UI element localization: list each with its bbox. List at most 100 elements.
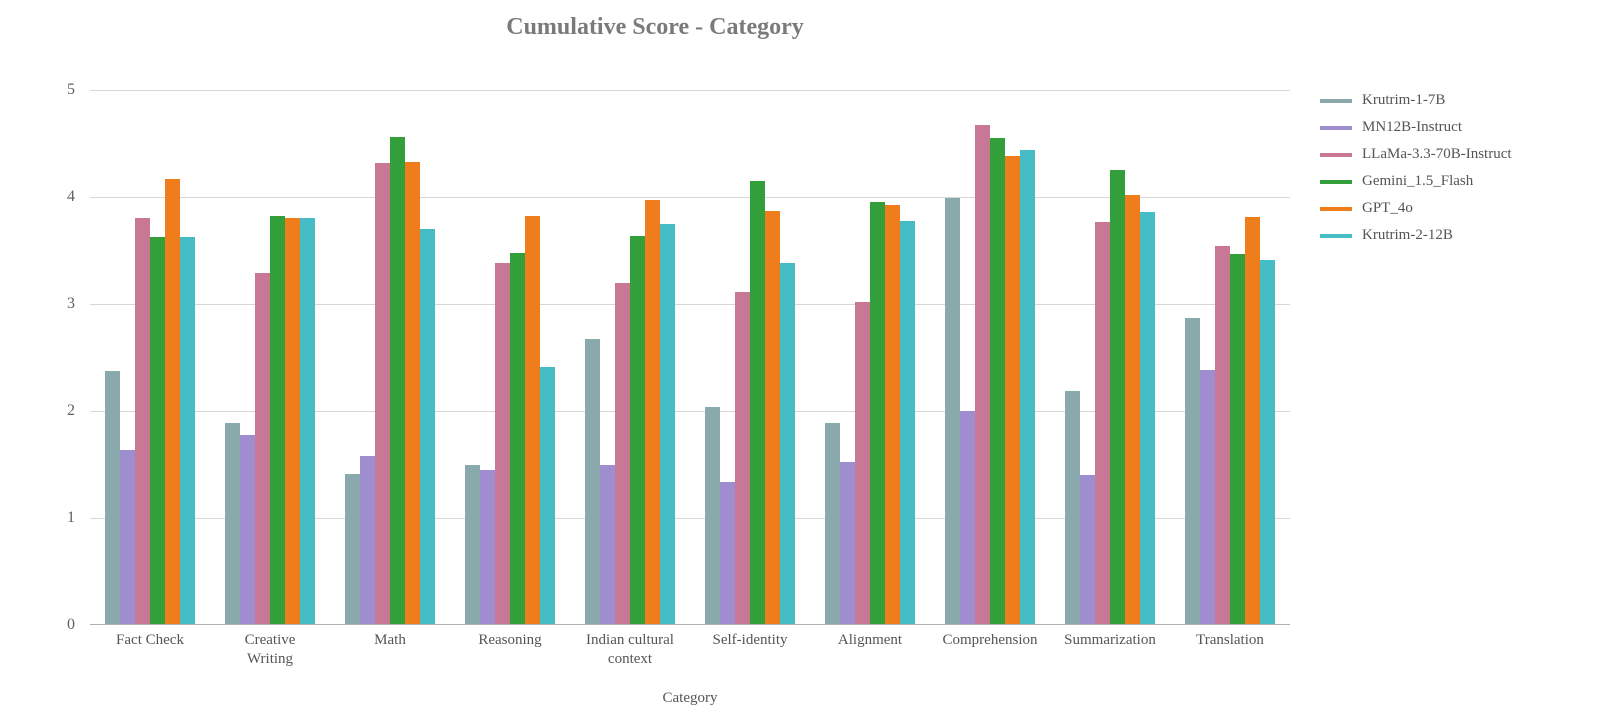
legend-item: MN12B-Instruct xyxy=(1320,119,1512,136)
legend-swatch xyxy=(1320,234,1352,238)
bar xyxy=(540,367,555,625)
bar xyxy=(585,339,600,625)
legend-label: Krutrim-2-12B xyxy=(1362,227,1453,244)
x-tick-label: Math xyxy=(330,631,450,650)
bar xyxy=(225,423,240,625)
y-tick-label: 0 xyxy=(35,616,75,634)
bar xyxy=(510,253,525,625)
bar xyxy=(420,229,435,625)
y-tick-label: 1 xyxy=(35,509,75,527)
bar xyxy=(840,462,855,625)
bar xyxy=(855,302,870,625)
bar xyxy=(1125,195,1140,625)
bar xyxy=(300,218,315,625)
legend-item: Gemini_1.5_Flash xyxy=(1320,173,1512,190)
legend-item: LLaMa-3.3-70B-Instruct xyxy=(1320,146,1512,163)
bar xyxy=(390,137,405,625)
x-tick-label: CreativeWriting xyxy=(210,631,330,669)
bar xyxy=(270,216,285,625)
bar xyxy=(525,216,540,625)
x-axis-label: Category xyxy=(90,690,1290,707)
bar xyxy=(240,435,255,625)
legend-label: LLaMa-3.3-70B-Instruct xyxy=(1362,146,1512,163)
bar xyxy=(1020,150,1035,625)
x-tick-label: Fact Check xyxy=(90,631,210,650)
bar xyxy=(615,283,630,625)
x-tick-label: Reasoning xyxy=(450,631,570,650)
bar xyxy=(735,292,750,625)
legend-label: Gemini_1.5_Flash xyxy=(1362,173,1473,190)
bar xyxy=(1215,246,1230,625)
legend-label: MN12B-Instruct xyxy=(1362,119,1462,136)
legend-swatch xyxy=(1320,207,1352,211)
bar xyxy=(1200,370,1215,625)
bar xyxy=(630,236,645,625)
y-tick-label: 4 xyxy=(35,188,75,206)
bar xyxy=(885,205,900,626)
bar xyxy=(255,273,270,625)
bar xyxy=(165,179,180,625)
bar xyxy=(720,482,735,625)
bar xyxy=(150,237,165,625)
bar xyxy=(285,218,300,625)
legend-item: Krutrim-1-7B xyxy=(1320,92,1512,109)
bar xyxy=(750,181,765,625)
legend-label: GPT_4o xyxy=(1362,200,1413,217)
chart-container: Cumulative Score - Category Category 0 1 2… xyxy=(0,0,1600,724)
bar xyxy=(375,163,390,625)
bar xyxy=(1080,475,1095,625)
bar xyxy=(870,202,885,625)
legend: Krutrim-1-7B MN12B-Instruct LLaMa-3.3-70B-… xyxy=(1320,92,1512,254)
bar xyxy=(405,162,420,625)
legend-swatch xyxy=(1320,99,1352,103)
bar xyxy=(600,465,615,626)
y-tick-label: 3 xyxy=(35,295,75,313)
x-tick-label: Translation xyxy=(1170,631,1290,650)
bar xyxy=(1065,391,1080,625)
bar xyxy=(645,200,660,625)
bar xyxy=(990,138,1005,625)
bars-layer xyxy=(90,90,1290,625)
legend-swatch xyxy=(1320,153,1352,157)
x-tick-label: Self-identity xyxy=(690,631,810,650)
y-tick-label: 2 xyxy=(35,402,75,420)
bar xyxy=(345,474,360,625)
bar xyxy=(780,263,795,625)
bar xyxy=(180,237,195,625)
bar xyxy=(465,465,480,626)
legend-swatch xyxy=(1320,126,1352,130)
y-tick-label: 5 xyxy=(35,81,75,99)
bar xyxy=(975,125,990,625)
x-tick-label: Alignment xyxy=(810,631,930,650)
bar xyxy=(1260,260,1275,625)
x-tick-label: Indian culturalcontext xyxy=(570,631,690,669)
legend-label: Krutrim-1-7B xyxy=(1362,92,1445,109)
chart-title: Cumulative Score - Category xyxy=(0,14,1310,41)
bar xyxy=(1185,318,1200,625)
legend-item: GPT_4o xyxy=(1320,200,1512,217)
bar xyxy=(1110,170,1125,625)
x-axis-baseline xyxy=(90,624,1290,625)
bar xyxy=(660,224,675,625)
bar xyxy=(135,218,150,625)
bar xyxy=(120,450,135,625)
x-tick-label: Summarization xyxy=(1050,631,1170,650)
bar xyxy=(480,470,495,625)
bar xyxy=(1245,217,1260,625)
bar xyxy=(900,221,915,625)
bar xyxy=(945,198,960,625)
bar xyxy=(1095,222,1110,625)
legend-swatch xyxy=(1320,180,1352,184)
bar xyxy=(105,371,120,625)
legend-item: Krutrim-2-12B xyxy=(1320,227,1512,244)
bar xyxy=(360,456,375,625)
bar xyxy=(705,407,720,625)
bar xyxy=(1005,156,1020,625)
x-tick-label: Comprehension xyxy=(930,631,1050,650)
bar xyxy=(495,263,510,625)
bar xyxy=(1230,254,1245,625)
bar xyxy=(1140,212,1155,625)
plot-area: Category xyxy=(90,90,1290,625)
bar xyxy=(765,211,780,625)
bar xyxy=(825,423,840,625)
